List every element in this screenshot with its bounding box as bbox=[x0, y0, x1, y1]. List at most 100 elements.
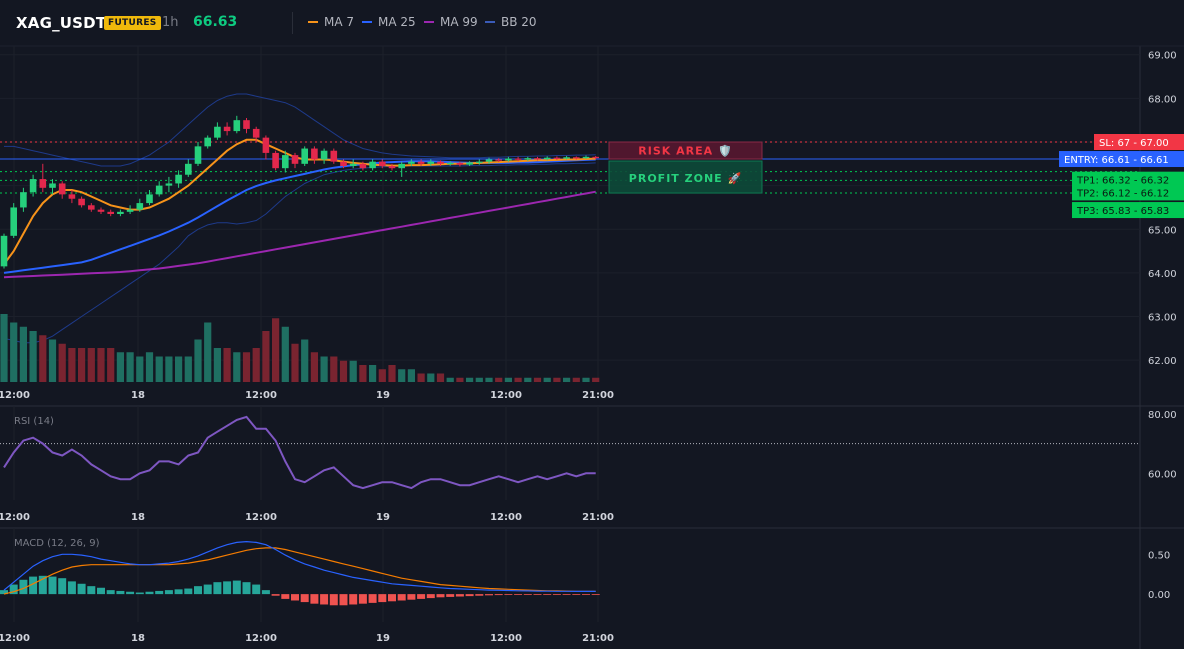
chart-header: XAG_USDT FUTURES 1h 66.63 MA 7 MA 25 MA … bbox=[0, 0, 1184, 46]
ma25-line bbox=[3, 158, 596, 274]
volume-bar bbox=[572, 377, 580, 382]
macd-histogram-bar bbox=[523, 594, 532, 595]
macd-histogram-bar bbox=[485, 594, 493, 596]
macd-histogram-bar bbox=[194, 586, 202, 595]
candle-body bbox=[437, 161, 444, 164]
ma99-line bbox=[3, 190, 596, 279]
price-tick-label: 65.00 bbox=[1148, 225, 1177, 236]
macd-histogram-bar bbox=[232, 580, 241, 595]
volume-bar bbox=[165, 356, 173, 382]
macd-histogram-bar bbox=[339, 594, 348, 606]
volume-bar bbox=[485, 377, 493, 382]
volume-bar bbox=[359, 365, 367, 382]
time-tick-label: 12:00 bbox=[0, 633, 30, 644]
profit-zone-box bbox=[608, 160, 763, 194]
volume-bar bbox=[48, 339, 57, 382]
time-tick-label: 19 bbox=[376, 512, 390, 523]
legend-bb20[interactable]: BB 20 bbox=[485, 15, 537, 29]
ma7-line bbox=[3, 138, 596, 265]
candle-body bbox=[446, 162, 454, 165]
candle-body bbox=[10, 207, 17, 236]
volume-bar bbox=[320, 356, 328, 382]
macd-histogram-bar bbox=[426, 594, 435, 599]
profit-zone-label: PROFIT ZONE 🚀 bbox=[629, 172, 742, 185]
rsi-title: RSI (14) bbox=[14, 416, 54, 427]
grid-lines bbox=[0, 45, 1184, 649]
volume-bar bbox=[184, 356, 192, 382]
candle-body bbox=[204, 137, 211, 147]
volume-bar bbox=[0, 314, 8, 382]
volume-bar bbox=[97, 348, 105, 382]
macd-tick-label: 0.00 bbox=[1148, 590, 1170, 601]
candle-body bbox=[466, 162, 473, 165]
macd-histogram-bar bbox=[281, 594, 290, 599]
header-divider bbox=[292, 12, 293, 34]
macd-signal-line bbox=[3, 547, 596, 595]
legend-ma7[interactable]: MA 7 bbox=[308, 15, 354, 29]
macd-histogram-bar bbox=[271, 594, 280, 596]
macd-histogram-bar bbox=[582, 594, 590, 595]
macd-histogram-bar bbox=[436, 594, 445, 598]
candle-body bbox=[505, 158, 512, 161]
legend-ma25[interactable]: MA 25 bbox=[362, 15, 416, 29]
macd-title: MACD (12, 26, 9) bbox=[14, 538, 100, 549]
candle-body bbox=[272, 152, 279, 169]
macd-histogram-bar bbox=[533, 594, 542, 595]
candle-body bbox=[146, 194, 153, 204]
candle-body bbox=[97, 209, 105, 212]
candle-body bbox=[68, 194, 76, 199]
candle-body bbox=[155, 185, 163, 195]
futures-badge: FUTURES bbox=[104, 16, 161, 30]
candle-body bbox=[417, 161, 425, 164]
candle-body bbox=[282, 155, 289, 169]
macd-histogram-bar bbox=[349, 594, 358, 605]
level-tag bbox=[1059, 151, 1184, 168]
time-tick-label: 12:00 bbox=[245, 633, 277, 644]
volume-bar bbox=[272, 318, 280, 382]
time-tick-label: 21:00 bbox=[582, 390, 614, 401]
candle-body bbox=[262, 137, 270, 153]
volume-bar bbox=[524, 377, 532, 382]
volume-bars bbox=[0, 314, 600, 382]
legend-label: MA 99 bbox=[440, 15, 478, 29]
risk-area-label: RISK AREA 🛡️ bbox=[638, 145, 732, 158]
volume-bar bbox=[349, 360, 357, 382]
candle-body bbox=[514, 158, 522, 160]
time-tick-label: 12:00 bbox=[490, 633, 522, 644]
candle-body bbox=[194, 146, 202, 164]
legend-ma99[interactable]: MA 99 bbox=[424, 15, 478, 29]
volume-bar bbox=[398, 369, 406, 382]
volume-bar bbox=[10, 322, 18, 382]
volume-bar bbox=[427, 373, 435, 382]
macd-histogram-bar bbox=[155, 590, 164, 595]
candlesticks bbox=[0, 115, 599, 269]
candle-body bbox=[369, 161, 376, 169]
volume-bar bbox=[301, 339, 309, 382]
macd-histogram-bar bbox=[174, 589, 183, 595]
macd-line bbox=[3, 540, 596, 593]
macd-histogram-bar bbox=[67, 581, 76, 595]
time-tick-label: 12:00 bbox=[245, 390, 277, 401]
macd-histogram-bar bbox=[203, 584, 212, 595]
macd-pane: MACD (12, 26, 9) bbox=[0, 538, 600, 606]
symbol-name[interactable]: XAG_USDT bbox=[16, 14, 107, 32]
macd-tick-label: 0.50 bbox=[1148, 550, 1170, 561]
candle-body bbox=[553, 157, 561, 159]
candle-body bbox=[29, 179, 37, 193]
candle-body bbox=[223, 126, 231, 132]
volume-bar bbox=[339, 360, 348, 382]
candle-body bbox=[398, 163, 405, 169]
time-tick-label: 19 bbox=[376, 390, 390, 401]
macd-histogram-bar bbox=[378, 594, 387, 603]
volume-bar bbox=[145, 352, 154, 382]
macd-histogram-bar bbox=[465, 594, 474, 597]
macd-histogram-bar bbox=[164, 590, 173, 595]
candle-body bbox=[330, 150, 338, 162]
macd-histogram-bar bbox=[261, 590, 270, 595]
macd-histogram-bar bbox=[300, 594, 309, 603]
volume-bar bbox=[592, 377, 600, 382]
macd-histogram-bar bbox=[562, 594, 571, 595]
time-tick-label: 12:00 bbox=[245, 512, 277, 523]
timeframe-selector[interactable]: 1h bbox=[162, 15, 179, 30]
